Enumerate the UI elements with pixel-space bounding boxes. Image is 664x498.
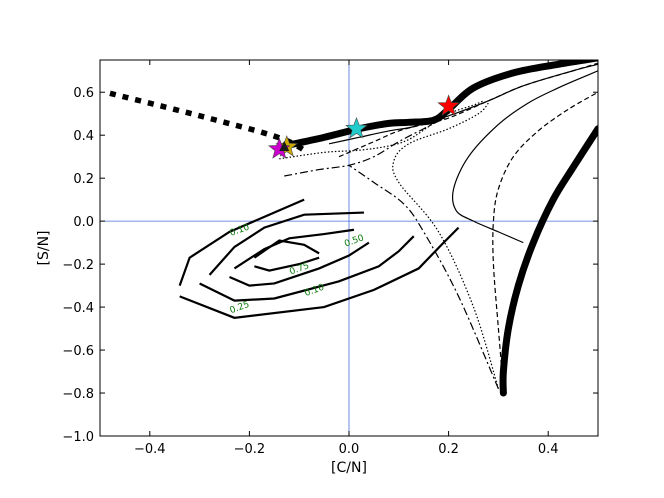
- plot-area: 0.100.500.750.100.25: [100, 60, 598, 436]
- y-tick-label: 0.2: [73, 172, 94, 187]
- y-tick-label: −0.8: [62, 387, 94, 402]
- x-tick-label: 0.0: [339, 442, 360, 457]
- contour-label-5: 0.25: [229, 300, 251, 316]
- series-line-5-dotted: [279, 100, 484, 160]
- series-line-4-dashed: [338, 62, 598, 158]
- star-marker-1: [437, 94, 460, 116]
- contour-line-050-5: [233, 228, 355, 270]
- star-marker-2: [345, 116, 368, 139]
- series-line-3-thin-solid: [328, 63, 598, 145]
- series-line-2-very-thick-solid: [280, 60, 598, 150]
- contour-line-025-4: [199, 235, 415, 302]
- contour-line-075-7: [253, 239, 320, 259]
- x-tick-label: −0.4: [134, 442, 166, 457]
- contour-line-025-3: [208, 211, 364, 276]
- x-tick-label: −0.2: [234, 442, 266, 457]
- x-tick-label: 0.4: [538, 442, 559, 457]
- series-line-9-dashed: [492, 91, 598, 389]
- ticks: −0.4 −0.2 0.0 0.2 0.4 −1.0 −0.8 −0.6 −0.4 −0.2 0.0…: [62, 60, 598, 457]
- contour-line-010-2: [179, 226, 460, 319]
- y-tick-label: −0.2: [62, 258, 94, 273]
- x-axis-label: [C/N]: [331, 460, 367, 476]
- y-tick-label: −1.0: [62, 430, 94, 445]
- y-tick-label: −0.6: [62, 344, 94, 359]
- series-line-10-dotted: [392, 102, 499, 389]
- star-marker-4: [267, 137, 291, 159]
- y-axis-label: [S/N]: [36, 231, 52, 266]
- y-tick-label: 0.6: [73, 86, 94, 101]
- x-tick-label: 0.2: [438, 442, 459, 457]
- series-line-8-thin-solid: [451, 70, 598, 244]
- triangle-marker: [279, 141, 290, 152]
- contour-label-4: 0.10: [303, 283, 326, 299]
- y-tick-label: −0.4: [62, 301, 94, 316]
- contour-line-050-6: [229, 241, 370, 287]
- contour-line-010-1: [178, 198, 305, 286]
- series-line-1-thick-dotted: [109, 90, 306, 153]
- contour-label-1: 0.10: [229, 222, 252, 238]
- series-line-11-dashdot: [348, 164, 499, 389]
- series-line-7-very-thick-solid: [499, 125, 598, 397]
- series-line-6-dashdot: [284, 115, 449, 177]
- contour-line-075-8: [254, 256, 320, 272]
- y-tick-label: 0.4: [73, 129, 94, 144]
- y-tick-label: 0.0: [73, 215, 94, 230]
